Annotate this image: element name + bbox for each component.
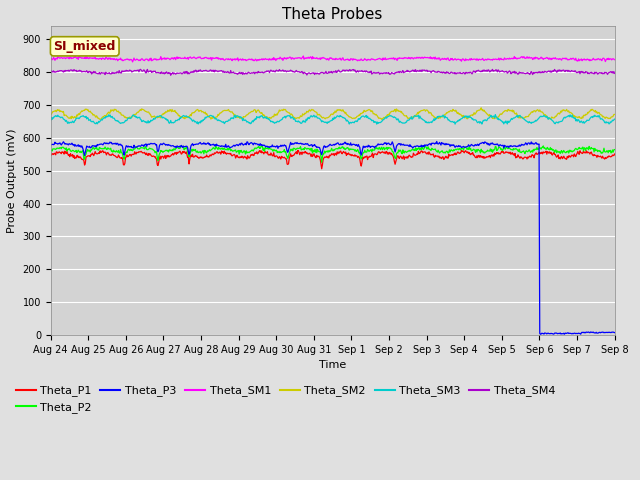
Theta_P2 <box>318 159 326 165</box>
Theta_SM4 <box>376 71 383 77</box>
Theta_SM3 <box>492 112 499 118</box>
Theta_SM1 <box>376 56 383 61</box>
Theta_P3 <box>406 142 413 147</box>
Line: Theta_SM2: Theta_SM2 <box>51 108 614 120</box>
Theta_P3 <box>389 141 397 146</box>
Theta_P2 <box>376 144 383 150</box>
Theta_SM2 <box>407 115 415 121</box>
Theta_SM3 <box>406 116 413 121</box>
Theta_P1 <box>611 151 618 157</box>
Theta_SM2 <box>476 108 483 113</box>
Theta_P3 <box>476 142 483 148</box>
Theta_SM4 <box>167 72 175 78</box>
Theta_P3 <box>536 331 544 337</box>
Theta_SM1 <box>476 57 484 62</box>
Theta_SM2 <box>81 106 89 112</box>
Theta_P2 <box>47 147 54 153</box>
Theta_SM2 <box>378 117 385 122</box>
Theta_SM3 <box>611 116 618 122</box>
Theta_P1 <box>390 158 398 164</box>
Text: SI_mixed: SI_mixed <box>54 40 116 53</box>
Theta_SM1 <box>129 59 136 65</box>
Theta_SM4 <box>534 70 541 76</box>
Theta_P1 <box>376 150 383 156</box>
Theta_P1 <box>318 166 326 172</box>
Line: Theta_P3: Theta_P3 <box>51 142 614 334</box>
Theta_P3 <box>433 139 440 144</box>
Theta_SM1 <box>81 56 89 61</box>
Theta_SM4 <box>390 71 398 77</box>
Y-axis label: Probe Output (mV): Probe Output (mV) <box>7 128 17 233</box>
Theta_P1 <box>408 155 415 160</box>
Theta_P1 <box>534 151 541 157</box>
Theta_P3 <box>81 149 89 155</box>
Theta_SM2 <box>390 108 397 114</box>
Line: Theta_SM3: Theta_SM3 <box>51 115 614 124</box>
Theta_SM3 <box>451 121 459 127</box>
Theta_P1 <box>476 155 484 160</box>
Theta_P1 <box>81 160 89 166</box>
Theta_SM1 <box>47 56 54 61</box>
Theta_SM4 <box>81 69 89 75</box>
Theta_P2 <box>177 143 185 148</box>
Line: Theta_P1: Theta_P1 <box>51 150 614 169</box>
Title: Theta Probes: Theta Probes <box>282 7 383 22</box>
Theta_SM3 <box>534 116 541 122</box>
Line: Theta_SM4: Theta_SM4 <box>51 69 614 75</box>
Line: Theta_SM1: Theta_SM1 <box>51 56 614 62</box>
Theta_SM1 <box>390 57 398 62</box>
Theta_SM2 <box>374 115 382 120</box>
Theta_SM3 <box>81 115 89 120</box>
Theta_SM2 <box>477 105 485 111</box>
Theta_P2 <box>81 153 89 158</box>
Theta_P2 <box>408 147 415 153</box>
Theta_SM1 <box>300 53 307 59</box>
Theta_SM1 <box>534 55 541 61</box>
Theta_P1 <box>294 147 301 153</box>
Theta_SM4 <box>47 70 54 76</box>
Theta_SM1 <box>611 57 618 62</box>
Theta_P3 <box>374 141 382 147</box>
Theta_SM4 <box>136 66 144 72</box>
Theta_SM2 <box>47 111 54 117</box>
Theta_P3 <box>533 141 541 147</box>
X-axis label: Time: Time <box>319 360 346 371</box>
Theta_SM3 <box>47 118 54 123</box>
Theta_SM1 <box>408 55 415 60</box>
Theta_SM3 <box>476 119 483 124</box>
Theta_P2 <box>476 148 484 154</box>
Line: Theta_P2: Theta_P2 <box>51 145 614 162</box>
Theta_P2 <box>611 147 618 153</box>
Theta_P1 <box>47 150 54 156</box>
Legend: Theta_P1, Theta_P2, Theta_P3, Theta_SM1, Theta_SM2, Theta_SM3, Theta_SM4: Theta_P1, Theta_P2, Theta_P3, Theta_SM1,… <box>11 381 560 417</box>
Theta_P3 <box>47 142 54 148</box>
Theta_P2 <box>390 154 398 159</box>
Theta_SM3 <box>374 120 382 126</box>
Theta_SM2 <box>611 111 618 117</box>
Theta_SM2 <box>534 107 541 112</box>
Theta_SM4 <box>408 68 415 74</box>
Theta_SM4 <box>611 71 618 76</box>
Theta_P3 <box>611 330 618 336</box>
Theta_P2 <box>534 146 541 152</box>
Theta_SM4 <box>476 68 484 74</box>
Theta_SM3 <box>389 114 397 120</box>
